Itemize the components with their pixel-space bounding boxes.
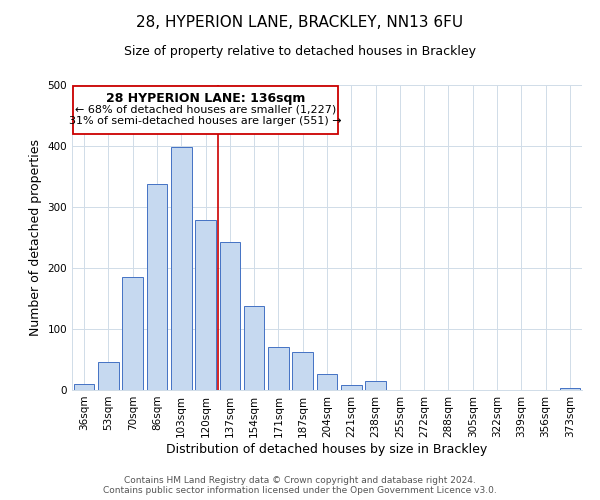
Text: 28, HYPERION LANE, BRACKLEY, NN13 6FU: 28, HYPERION LANE, BRACKLEY, NN13 6FU: [136, 15, 464, 30]
Bar: [365, 381, 386, 390]
Text: 28 HYPERION LANE: 136sqm: 28 HYPERION LANE: 136sqm: [106, 92, 305, 106]
Text: Contains public sector information licensed under the Open Government Licence v3: Contains public sector information licen…: [103, 486, 497, 495]
Bar: [74, 384, 94, 390]
Text: 31% of semi-detached houses are larger (551) →: 31% of semi-detached houses are larger (…: [69, 116, 342, 126]
Bar: [98, 362, 119, 390]
Bar: [560, 388, 580, 390]
Bar: [244, 306, 265, 390]
Y-axis label: Number of detached properties: Number of detached properties: [29, 139, 42, 336]
Text: Contains HM Land Registry data © Crown copyright and database right 2024.: Contains HM Land Registry data © Crown c…: [124, 476, 476, 485]
X-axis label: Distribution of detached houses by size in Brackley: Distribution of detached houses by size …: [166, 442, 488, 456]
Text: ← 68% of detached houses are smaller (1,227): ← 68% of detached houses are smaller (1,…: [75, 104, 336, 115]
FancyBboxPatch shape: [73, 86, 338, 134]
Bar: [220, 242, 240, 390]
Bar: [122, 277, 143, 390]
Bar: [341, 385, 362, 390]
Bar: [317, 374, 337, 390]
Bar: [195, 220, 216, 390]
Text: Size of property relative to detached houses in Brackley: Size of property relative to detached ho…: [124, 45, 476, 58]
Bar: [171, 147, 191, 390]
Bar: [292, 352, 313, 390]
Bar: [268, 348, 289, 390]
Bar: [146, 184, 167, 390]
